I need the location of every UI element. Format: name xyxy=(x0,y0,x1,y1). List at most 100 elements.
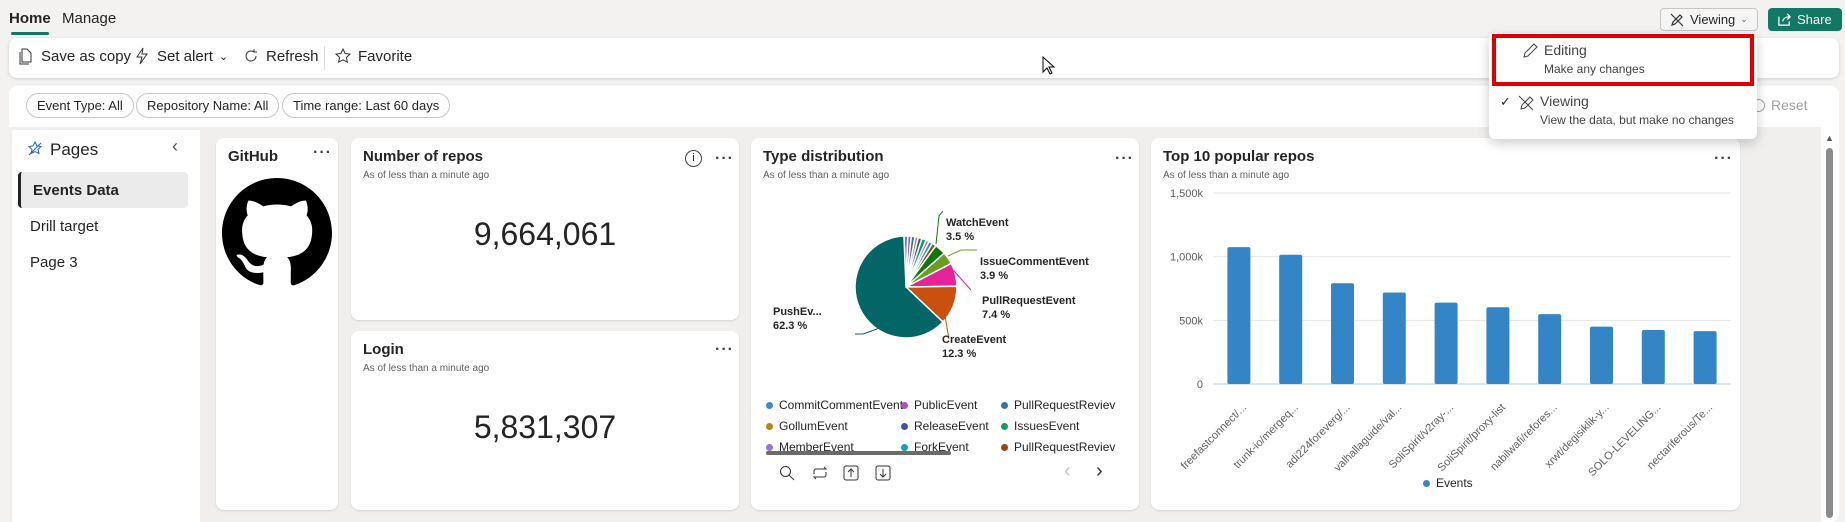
legend-item[interactable]: PullRequestReviev xyxy=(1001,398,1115,412)
canvas-scrollbar[interactable]: ▲ xyxy=(1822,130,1836,520)
filter-time-range[interactable]: Time range: Last 60 days xyxy=(282,93,451,118)
legend-scrollbar[interactable] xyxy=(766,451,951,455)
legend-label: PublicEvent xyxy=(914,398,978,412)
mode-dropdown-menu: Editing Make any changes ✓ Viewing View … xyxy=(1489,33,1757,139)
bar[interactable] xyxy=(1486,307,1510,384)
reset-button[interactable]: Reset xyxy=(1752,97,1808,113)
bar[interactable] xyxy=(1590,326,1613,384)
toolbar-divider xyxy=(324,46,325,70)
legend-dot xyxy=(1001,422,1008,430)
card-subtitle: As of less than a minute ago xyxy=(363,170,490,181)
bar[interactable] xyxy=(1279,254,1303,384)
leader-line xyxy=(946,268,972,291)
legend-label: PullRequestReviev xyxy=(1014,398,1116,412)
leader-line xyxy=(855,324,889,335)
pages-icon xyxy=(27,140,43,156)
bar[interactable] xyxy=(1331,283,1354,384)
menu-item-viewing[interactable]: ✓ Viewing View the data, but make no cha… xyxy=(1492,89,1754,137)
card-subtitle: As of less than a minute ago xyxy=(1163,170,1290,181)
page-item-drill-target[interactable]: Drill target xyxy=(30,218,99,235)
repeat-icon[interactable] xyxy=(811,465,829,481)
y-tick-label: 500k xyxy=(1179,315,1203,327)
legend-item[interactable]: ForkEvent xyxy=(901,440,969,454)
bar[interactable] xyxy=(1538,314,1562,384)
save-as-copy-button[interactable]: Save as copy xyxy=(17,47,131,65)
menu-item-editing[interactable]: Editing Make any changes xyxy=(1492,34,1754,86)
legend-dot xyxy=(901,422,908,430)
bar[interactable] xyxy=(1382,292,1406,384)
bar[interactable] xyxy=(1641,330,1665,384)
legend-item[interactable]: IssuesEvent xyxy=(1001,419,1079,433)
github-logo-icon xyxy=(222,178,332,286)
scroll-up-arrow-icon[interactable]: ▲ xyxy=(1825,133,1834,143)
more-options-icon[interactable]: ··· xyxy=(1714,150,1733,167)
refresh-button[interactable]: Refresh xyxy=(242,47,319,65)
legend-item[interactable]: MemberEvent xyxy=(766,440,854,454)
page-item-events-data[interactable]: Events Data xyxy=(18,172,188,208)
menu-item-title: Editing xyxy=(1544,42,1587,58)
next-page-icon[interactable]: › xyxy=(1096,460,1103,482)
kpi-value: 9,664,061 xyxy=(473,216,617,252)
card-subtitle: As of less than a minute ago xyxy=(363,363,490,374)
favorite-label: Favorite xyxy=(358,47,413,65)
checkmark-icon: ✓ xyxy=(1500,94,1511,109)
pie-label-issuecomment: IssueCommentEvent 3.9 % xyxy=(980,256,1089,282)
kpi-value: 5,831,307 xyxy=(473,409,617,445)
info-icon[interactable]: i xyxy=(685,150,702,167)
type-distribution-card: Type distribution As of less than a minu… xyxy=(751,138,1139,510)
card-title: Login xyxy=(363,341,404,358)
filter-repository-name[interactable]: Repository Name: All xyxy=(136,93,280,118)
more-options-icon[interactable]: ··· xyxy=(1115,150,1134,167)
viewing-mode-button[interactable]: Viewing ⌄ xyxy=(1660,8,1758,31)
drill-down-icon[interactable] xyxy=(875,465,891,481)
legend-dot xyxy=(766,443,773,451)
set-alert-button[interactable]: Set alert ⌄ xyxy=(133,47,228,65)
legend-dot xyxy=(901,401,908,409)
bar[interactable] xyxy=(1434,302,1458,384)
legend-dot xyxy=(1423,479,1430,487)
legend-item[interactable]: CommitCommentEvent xyxy=(766,398,903,412)
more-options-icon[interactable]: ··· xyxy=(715,150,734,167)
scrollbar-thumb[interactable] xyxy=(1826,148,1833,518)
lightning-icon xyxy=(136,47,148,65)
bar[interactable] xyxy=(1693,331,1717,384)
legend-label: IssuesEvent xyxy=(1014,419,1080,433)
chevron-down-icon: ⌄ xyxy=(218,50,229,63)
pencil-icon xyxy=(1523,43,1538,58)
bar[interactable] xyxy=(1227,247,1251,384)
pie-chart xyxy=(854,210,977,340)
previous-page-icon[interactable]: ‹ xyxy=(1064,460,1071,482)
pie-slice-pushevent[interactable] xyxy=(854,235,945,339)
drill-up-icon[interactable] xyxy=(843,465,859,481)
tab-home[interactable]: Home xyxy=(9,10,51,35)
pie-label-push: PushEv... 62.3 % xyxy=(773,306,822,332)
legend-item[interactable]: PullRequestReviev xyxy=(1001,440,1115,454)
legend-label: MemberEvent xyxy=(779,440,854,454)
more-options-icon[interactable]: ··· xyxy=(313,144,332,161)
legend-label: CommitCommentEvent xyxy=(779,398,904,412)
favorite-button[interactable]: Favorite xyxy=(334,47,412,65)
search-icon[interactable] xyxy=(779,465,795,481)
leader-line xyxy=(935,210,944,245)
bar-legend-item: Events xyxy=(1423,476,1473,490)
menu-item-subtitle: View the data, but make no changes xyxy=(1540,113,1734,127)
legend-item[interactable]: ReleaseEvent xyxy=(901,419,989,433)
pages-title: Pages xyxy=(50,140,99,159)
tab-manage[interactable]: Manage xyxy=(62,10,117,27)
legend-label: ReleaseEvent xyxy=(914,419,989,433)
page-item-page-3[interactable]: Page 3 xyxy=(30,254,78,271)
filter-event-type[interactable]: Event Type: All xyxy=(26,93,134,118)
leader-line xyxy=(947,249,977,257)
share-icon xyxy=(1778,13,1791,26)
collapse-chevron-icon[interactable]: ‹ xyxy=(172,136,178,156)
legend-item[interactable]: PublicEvent xyxy=(901,398,977,412)
share-label: Share xyxy=(1797,12,1832,27)
legend-item[interactable]: GollumEvent xyxy=(766,419,848,433)
more-options-icon[interactable]: ··· xyxy=(715,341,734,358)
pie-label-pullrequest: PullRequestEvent 7.4 % xyxy=(982,295,1076,321)
document-copy-icon xyxy=(19,48,32,65)
y-tick-label: 1,500k xyxy=(1170,188,1204,200)
card-title: Top 10 popular repos xyxy=(1163,148,1315,165)
refresh-icon xyxy=(245,49,257,62)
share-button[interactable]: Share xyxy=(1768,8,1842,31)
